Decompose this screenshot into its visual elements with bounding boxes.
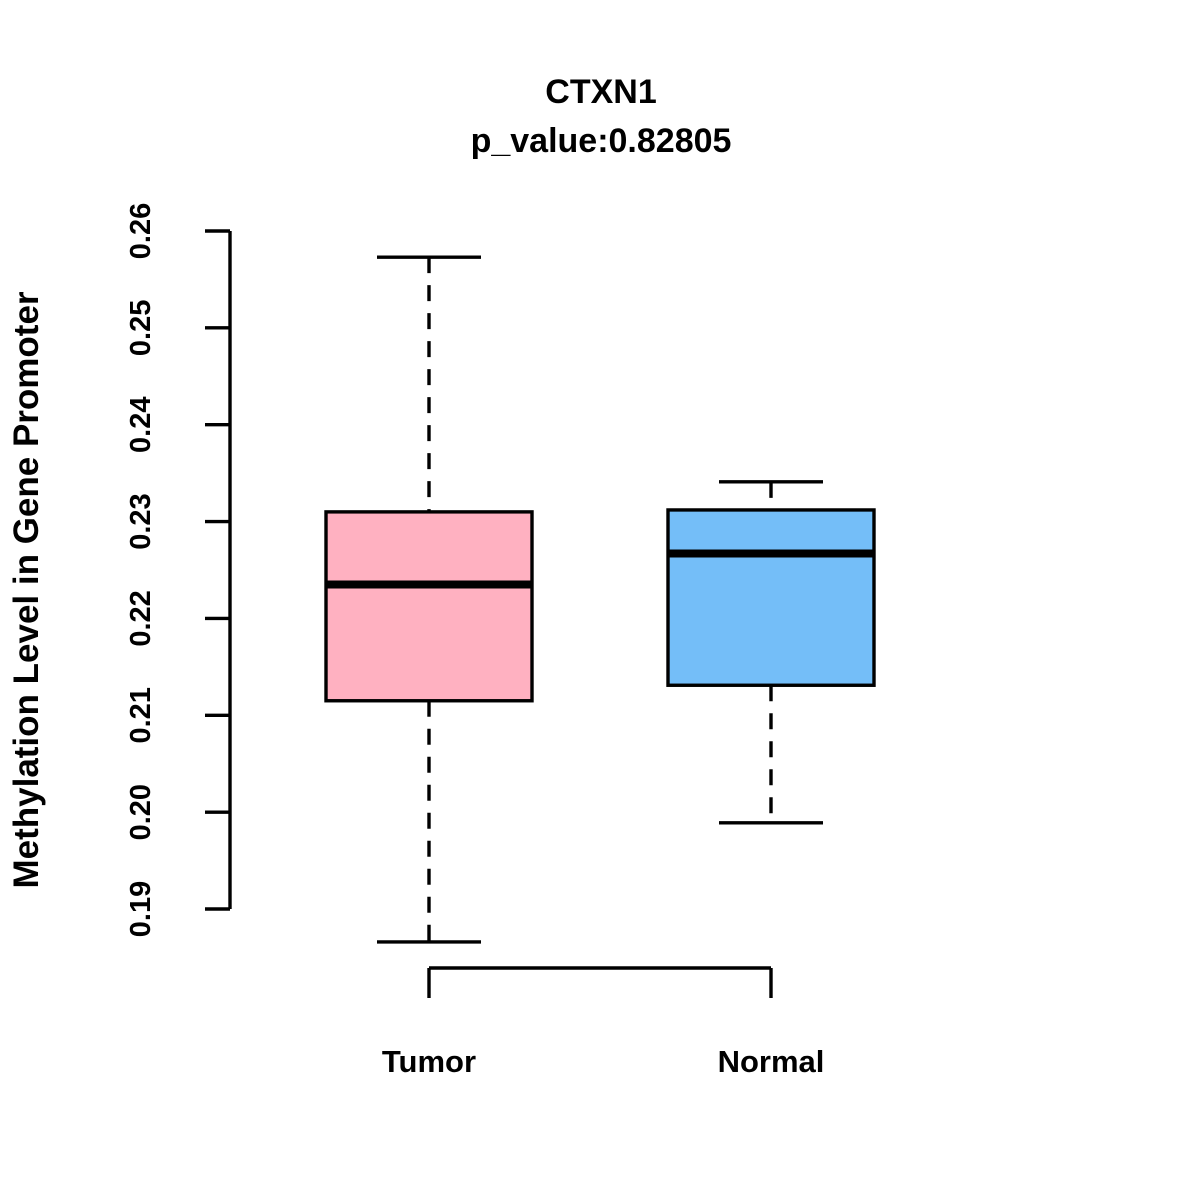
- x-category-label-normal: Normal: [718, 1044, 825, 1079]
- box-normal: [666, 508, 876, 687]
- y-tick-label: 0.23: [125, 493, 157, 549]
- y-axis-label: Methylation Level in Gene Promoter: [7, 291, 46, 888]
- y-tick-label: 0.24: [125, 396, 157, 452]
- y-tick-label: 0.22: [125, 590, 157, 646]
- y-tick-label: 0.25: [125, 300, 157, 356]
- chart-subtitle: p_value:0.82805: [471, 122, 732, 160]
- y-tick-label: 0.20: [125, 784, 157, 840]
- chart-title: CTXN1: [545, 73, 656, 111]
- y-tick-label: 0.21: [125, 687, 157, 743]
- y-tick-label: 0.26: [125, 203, 157, 259]
- x-category-label-tumor: Tumor: [382, 1044, 476, 1079]
- box-tumor: [324, 510, 534, 703]
- y-tick-label: 0.19: [125, 881, 157, 937]
